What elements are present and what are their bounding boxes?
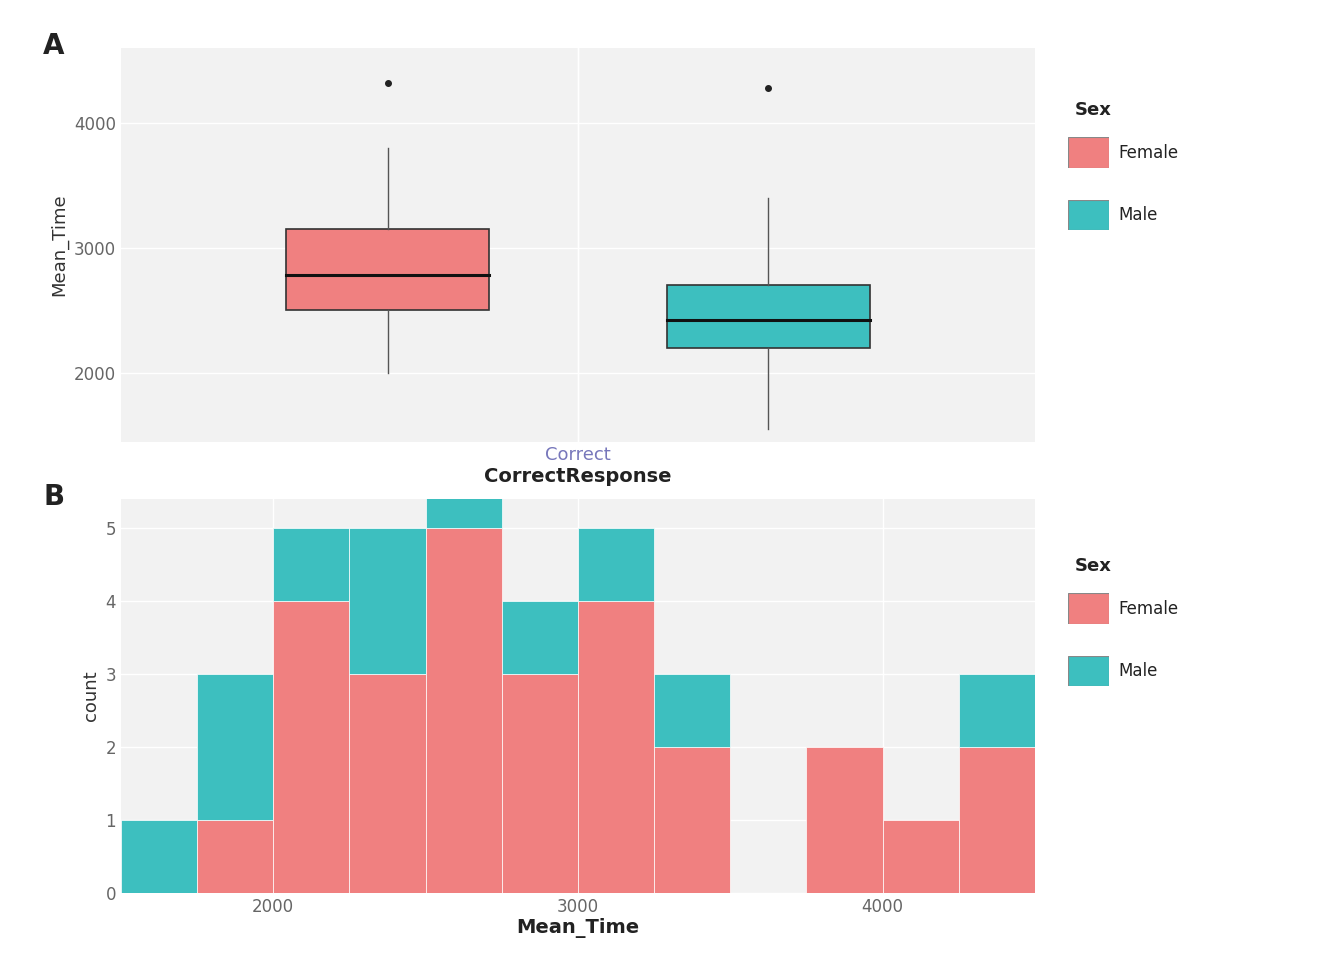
- X-axis label: Mean_Time: Mean_Time: [516, 919, 640, 939]
- Text: Sex: Sex: [1075, 101, 1111, 119]
- Bar: [349, 674, 426, 893]
- Text: Female: Female: [1118, 600, 1179, 617]
- Text: B: B: [43, 484, 65, 512]
- Bar: [667, 285, 870, 348]
- Bar: [198, 674, 273, 820]
- Text: Sex: Sex: [1075, 557, 1111, 575]
- Text: Male: Male: [1118, 206, 1157, 224]
- X-axis label: CorrectResponse: CorrectResponse: [484, 468, 672, 486]
- Bar: [655, 747, 730, 893]
- Text: Male: Male: [1118, 662, 1157, 680]
- Bar: [578, 528, 655, 601]
- Bar: [806, 747, 883, 893]
- Bar: [273, 528, 349, 601]
- Text: A: A: [43, 33, 65, 60]
- Bar: [883, 820, 958, 893]
- Bar: [273, 601, 349, 893]
- Bar: [198, 820, 273, 893]
- Y-axis label: count: count: [82, 671, 99, 721]
- Bar: [501, 674, 578, 893]
- Bar: [501, 601, 578, 674]
- Bar: [286, 229, 489, 310]
- Bar: [958, 747, 1035, 893]
- Bar: [655, 674, 730, 747]
- Bar: [426, 383, 501, 528]
- Bar: [426, 528, 501, 893]
- Bar: [349, 528, 426, 674]
- Y-axis label: Mean_Time: Mean_Time: [50, 194, 69, 296]
- Bar: [958, 674, 1035, 747]
- Text: Female: Female: [1118, 144, 1179, 161]
- Bar: [121, 820, 198, 893]
- Bar: [578, 601, 655, 893]
